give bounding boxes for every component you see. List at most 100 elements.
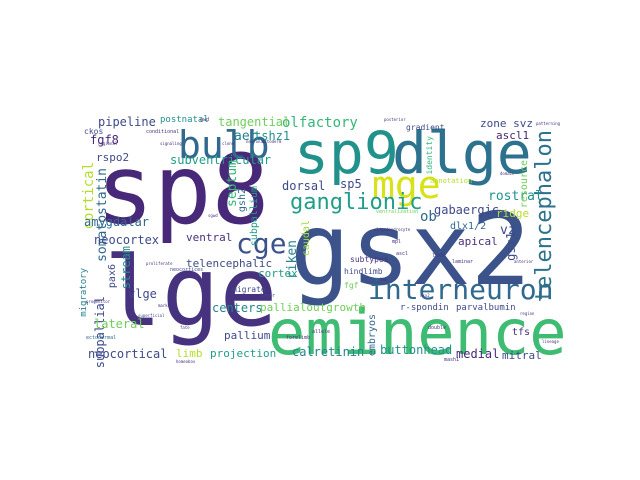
word-neocortices: neocortices <box>170 267 204 273</box>
word-laminar: laminar <box>452 259 474 265</box>
word-mge: mge <box>372 163 441 207</box>
word-calretinin: calretinin <box>292 345 365 359</box>
word-gradient: gradient <box>406 123 445 132</box>
word-r-spondin: r-spondin <box>400 303 449 313</box>
word-gsx2: gsx2 <box>290 191 531 308</box>
word-annotation: annotation <box>430 177 473 185</box>
word-ridge: ridge <box>496 207 530 220</box>
word-dorsal: dorsal <box>282 179 326 193</box>
word-apical: apical <box>458 235 498 248</box>
word-gwd: gwd <box>200 117 210 123</box>
word-mash1: mash1 <box>444 357 460 363</box>
word-hindlimb: hindlimb <box>344 267 383 276</box>
word-lhx6: lhx6 <box>432 253 445 259</box>
word-pallium: pallium <box>224 329 271 342</box>
word-vz: vz <box>500 223 516 238</box>
word-forelimb: forelimb <box>286 335 311 341</box>
word-sp9: sp9 <box>294 119 399 187</box>
word-ob: ob <box>420 209 437 225</box>
word-pax6: pax6 <box>107 264 118 289</box>
word-embryos: embryos <box>367 314 378 357</box>
word-lineage: lineage <box>542 339 559 344</box>
word-layer: layer <box>260 293 276 299</box>
word-interneuron: interneuron <box>368 273 554 306</box>
word-regional: regional <box>98 141 118 146</box>
word-buttonhead: buttonhead <box>380 343 453 357</box>
word-aer: aer <box>234 129 258 144</box>
word-subventricular: subventricular <box>170 153 272 167</box>
word-sp8: sp8 <box>96 134 270 246</box>
word-domain: domain <box>500 171 515 176</box>
word-nkx2: nkx2 <box>420 293 430 298</box>
word-ventral: ventral <box>186 231 233 244</box>
word-gsh2: gsh2 <box>237 188 248 213</box>
word-resource: resource <box>519 160 530 209</box>
word-cortex: cortex <box>258 267 298 280</box>
word-lateral: lateral <box>94 317 145 331</box>
word-posterior: posterior <box>384 117 406 122</box>
word-cge: cge <box>236 227 287 260</box>
word-migratory: migratory <box>79 268 89 317</box>
word-stream: stream <box>119 246 133 290</box>
word-olfactory: olfactory <box>282 115 358 131</box>
word-ckos: ckos <box>84 127 104 136</box>
word-neocortical: neocortical <box>88 347 168 361</box>
word-rspo2: rspo2 <box>96 151 130 164</box>
word-double: double <box>428 325 447 331</box>
word-gsx1: gsx1 <box>504 232 518 261</box>
word-limb: limb <box>176 347 203 360</box>
word-signaling: signaling <box>160 141 182 146</box>
word-fgf: fgf <box>344 281 359 290</box>
word-marker: marker <box>158 303 173 308</box>
word-dlge: dlge <box>392 119 532 187</box>
word-tangential: tangential <box>218 115 291 129</box>
word-homeobox: homeobox <box>176 359 196 364</box>
word-oligodendrocyte: oligodendrocyte <box>374 227 411 232</box>
word-ganglionic: ganglionic <box>290 190 423 215</box>
word-ascl1: ascl1 <box>496 129 530 142</box>
word-rostral: rostral <box>488 189 543 204</box>
word-gabaergic: gabaergic <box>434 203 500 217</box>
word-postnatal: postnatal <box>160 115 209 125</box>
word-sp5: sp5 <box>340 177 362 191</box>
word-telencephalon: telencephalon <box>532 130 557 303</box>
word-neuronal: neuronal <box>246 139 266 144</box>
word-clone: clone <box>222 141 235 146</box>
word-sgwd: sgwd <box>208 213 218 218</box>
word-projection: projection <box>210 347 277 360</box>
word-subpallium: subpallium <box>249 186 260 247</box>
word-ectodermal: ectodermal <box>86 335 117 341</box>
word-pipeline: pipeline <box>98 115 156 129</box>
word-conditional: conditional <box>146 129 180 135</box>
word-tshz1: tshz1 <box>254 129 291 143</box>
word-mitral: mitral <box>502 349 542 362</box>
word-vlge: vlge <box>128 287 157 301</box>
word-ascl: ascl <box>396 251 409 257</box>
word-tfs: tfs <box>512 327 531 338</box>
word-fate: fate <box>180 325 190 330</box>
word-lge: lge <box>104 236 278 348</box>
word-fgf8: fgf8 <box>90 133 119 147</box>
word-progenitor: progenitor <box>86 299 111 304</box>
word-patterning: patterning <box>536 121 561 126</box>
word-lmo: lmo <box>380 277 388 282</box>
word-allele: allele <box>312 329 331 335</box>
word-ectoderm: ectoderm <box>262 139 282 144</box>
word-caudal: caudal <box>301 220 312 257</box>
word-region: region <box>520 311 535 316</box>
word-dlx1-2: dlx1/2 <box>450 221 487 232</box>
word-zone-svz: zone svz <box>480 117 533 130</box>
word-telencephalic: telencephalic <box>186 257 273 270</box>
word-parvalbumin: parvalbumin <box>456 303 516 313</box>
word-medial: medial <box>456 347 500 361</box>
word-subtypes: subtypes <box>350 255 389 264</box>
word-pallialoutgrowth: pallialoutgrowth <box>260 301 366 314</box>
word-superficial: superficial <box>138 313 165 318</box>
word-mpl: mpl <box>392 239 402 245</box>
word-anterior: anterior <box>514 259 534 264</box>
word-amygdalar: amygdalar <box>84 215 150 229</box>
word-migrate: migrate <box>232 285 266 294</box>
word-neocortex: neocortex <box>94 233 160 247</box>
word-bulb: bulb <box>178 123 270 167</box>
